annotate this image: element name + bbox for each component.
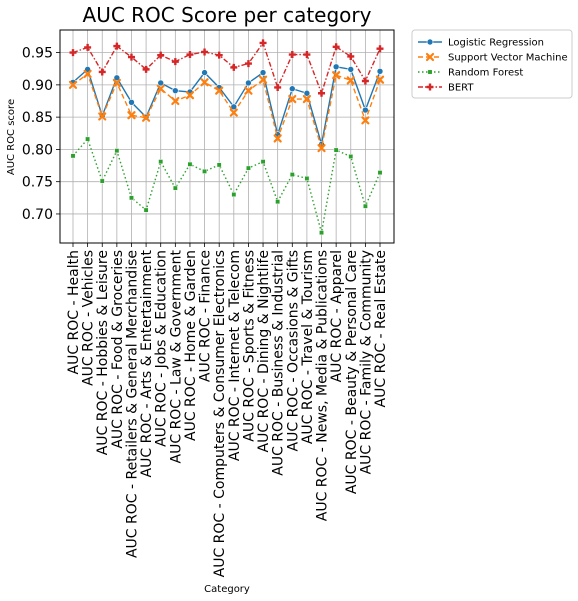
data-point: [159, 159, 163, 163]
data-point: [85, 137, 89, 141]
data-point: [348, 66, 354, 72]
x-tick-label: AUC ROC - Real Estate: [373, 250, 389, 407]
data-point: [202, 169, 206, 173]
x-tick-label: AUC ROC - Hobbies & Leisure: [95, 250, 111, 455]
data-point: [334, 148, 338, 152]
x-tick-label: AUC ROC - Vehicles: [81, 250, 97, 386]
data-point: [261, 159, 265, 163]
chart-title: AUC ROC Score per category: [83, 3, 372, 27]
x-tick-label: AUC ROC - Family & Community: [358, 250, 374, 474]
data-point: [172, 88, 178, 94]
data-point: [217, 163, 221, 167]
legend: Logistic Regression Support Vector Machin…: [412, 30, 572, 98]
data-point: [202, 70, 208, 76]
x-tick-label: AUC ROC - Law & Government: [168, 249, 184, 463]
data-point: [377, 68, 383, 74]
legend-label: Support Vector Machine: [448, 53, 568, 64]
data-point: [333, 64, 339, 70]
data-point: [246, 166, 250, 170]
legend-marker: [427, 39, 433, 45]
data-point: [188, 162, 192, 166]
x-tick-label: AUC ROC - Sports & Fitness: [241, 250, 257, 442]
x-tick-label: AUC ROC - Beauty & Personal Care: [344, 250, 360, 494]
data-point: [305, 176, 309, 180]
data-point: [100, 179, 104, 183]
x-tick-label: AUC ROC - Occasions & Gifts: [285, 250, 301, 451]
data-point: [232, 192, 236, 196]
data-point: [144, 208, 148, 212]
x-tick-label: AUC ROC - Food & Groceries: [110, 250, 126, 449]
data-point: [260, 70, 266, 76]
data-point: [275, 199, 279, 203]
data-point: [115, 149, 119, 153]
x-tick-label: AUC ROC - Dining & Nightlife: [256, 250, 272, 452]
data-point: [349, 154, 353, 158]
data-point: [304, 90, 310, 96]
y-tick-label: 0.70: [22, 207, 53, 223]
y-axis-label: AUC ROC score: [6, 99, 17, 175]
x-tick-label: AUC ROC - Retailers & General Merchandis…: [124, 250, 140, 558]
legend-label: Random Forest: [448, 68, 523, 79]
y-tick-label: 0.90: [22, 78, 53, 94]
x-tick-label: AUC ROC - Business & Industrial: [271, 250, 287, 476]
x-tick-label: AUC ROC - News, Media & Publications: [315, 250, 331, 521]
x-tick-label: AUC ROC - Arts & Entertainment: [139, 249, 155, 477]
x-tick-label: AUC ROC - Travel & Tourism: [300, 250, 316, 444]
y-tick-label: 0.85: [22, 110, 53, 126]
x-tick-label: AUC ROC - Jobs & Education: [154, 250, 170, 447]
x-tick-label: AUC ROC - Computers & Consumer Electroni…: [212, 250, 228, 577]
data-point: [378, 170, 382, 174]
x-tick-label: AUC ROC - Apparel: [329, 250, 345, 382]
x-tick-label: AUC ROC - Internet & Telecom: [227, 250, 243, 461]
x-tick-label: AUC ROC - Finance: [198, 250, 214, 382]
data-point: [289, 86, 295, 92]
x-tick-label: AUC ROC - Health: [66, 250, 82, 375]
data-point: [128, 99, 134, 105]
data-point: [290, 172, 294, 176]
y-tick-label: 0.95: [22, 46, 53, 62]
data-point: [129, 196, 133, 200]
y-tick-label: 0.80: [22, 142, 53, 158]
legend-label: BERT: [448, 83, 474, 94]
data-point: [173, 186, 177, 190]
data-point: [362, 107, 368, 113]
x-tick-label: AUC ROC - Home & Garden: [183, 250, 199, 441]
data-point: [245, 80, 251, 86]
x-axis-label: Category: [204, 584, 250, 595]
data-point: [363, 204, 367, 208]
y-tick-label: 0.75: [22, 175, 53, 191]
data-point: [158, 80, 164, 86]
legend-label: Logistic Regression: [448, 38, 544, 49]
data-point: [319, 230, 323, 234]
data-point: [71, 154, 75, 158]
legend-marker: [428, 70, 432, 74]
